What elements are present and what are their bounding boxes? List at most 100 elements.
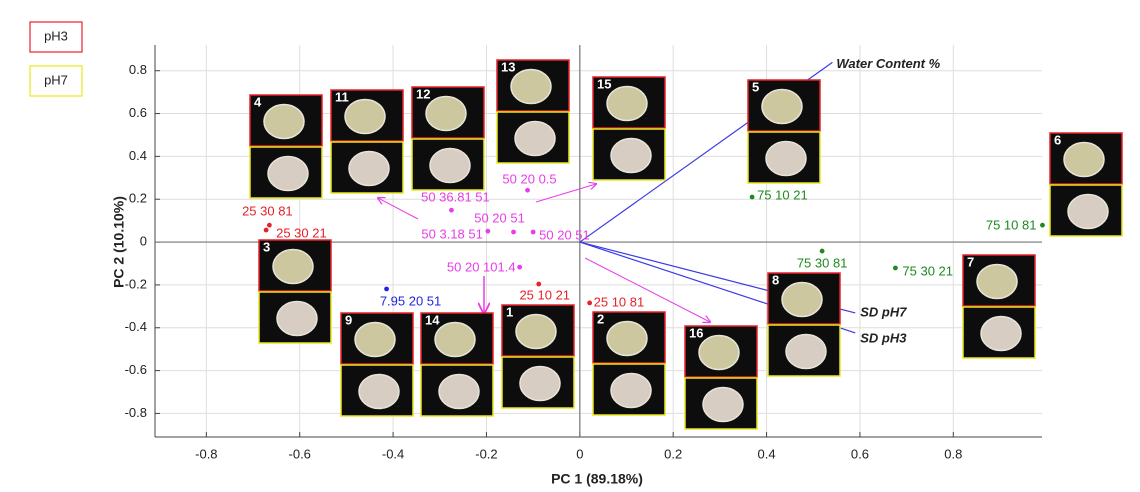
sample-blob — [349, 152, 389, 186]
sample-blob — [607, 322, 647, 356]
vector-label: SD pH7 — [860, 304, 907, 319]
thumbnail-number: 14 — [425, 312, 440, 327]
thumbnail-pair: 9 — [341, 312, 413, 416]
sample-blob — [435, 323, 475, 357]
thumbnail-number: 8 — [772, 272, 779, 287]
thumbnail-pair: 3 — [259, 239, 331, 343]
thumbnail-number: 7 — [967, 254, 974, 269]
point-label: 25 10 81 — [594, 294, 645, 309]
sample-blob — [268, 157, 308, 191]
thumbnail-number: 16 — [689, 325, 703, 340]
arrow — [378, 198, 418, 219]
point — [264, 228, 269, 233]
thumbnail-pair: 11 — [331, 89, 403, 193]
point-label: 75 30 81 — [797, 256, 848, 271]
y-tick-label: 0 — [140, 234, 147, 249]
sample-blob — [786, 335, 826, 369]
y-tick-label: 0.8 — [129, 62, 147, 77]
point-label: 75 10 81 — [986, 218, 1037, 233]
thumbnail-pair: 16 — [685, 325, 757, 429]
point-label: 50 20 51 — [474, 210, 525, 225]
thumbnail-pair: 14 — [421, 312, 493, 416]
x-tick-label: -0.4 — [382, 446, 404, 461]
x-tick-label: 0.2 — [664, 446, 682, 461]
thumbnail-number: 9 — [345, 312, 352, 327]
sample-blob — [782, 283, 822, 317]
x-tick-label: -0.6 — [289, 446, 311, 461]
y-tick-label: -0.8 — [125, 405, 147, 420]
sample-blob — [981, 317, 1021, 351]
point — [384, 287, 389, 292]
thumbnail-pair: 6 — [1050, 132, 1122, 236]
sample-blob — [277, 302, 317, 336]
point-label: 50 20 51 — [539, 227, 590, 242]
thumbnail-number: 5 — [752, 79, 759, 94]
sample-blob — [977, 265, 1017, 299]
point-label: 75 30 21 — [902, 263, 953, 278]
point — [536, 282, 541, 287]
thumbnail-number: 6 — [1054, 132, 1061, 147]
point — [587, 301, 592, 306]
thumbnail-pair: 15 — [593, 76, 665, 180]
sample-blob — [762, 90, 802, 124]
point — [750, 195, 755, 200]
point — [485, 229, 490, 234]
sample-blob — [264, 105, 304, 139]
sample-blob — [511, 70, 551, 104]
x-tick-label: -0.2 — [475, 446, 497, 461]
legend-label: pH3 — [44, 28, 68, 43]
sample-blob — [766, 142, 806, 176]
point-label: 7.95 20 51 — [380, 293, 441, 308]
sample-blob — [699, 336, 739, 370]
sample-blob — [1064, 143, 1104, 177]
thumbnail-number: 11 — [335, 89, 349, 104]
vector-label: SD pH3 — [860, 330, 907, 345]
y-axis-title: PC 2 (10.10%) — [111, 196, 127, 288]
sample-blob — [607, 87, 647, 121]
sample-blob — [611, 139, 651, 173]
point-label: 75 10 21 — [757, 188, 808, 203]
point — [267, 223, 272, 228]
sample-blob — [345, 100, 385, 134]
thumbnail-pair: 7 — [963, 254, 1035, 358]
point — [525, 188, 530, 193]
thumbnail-number: 13 — [501, 59, 515, 74]
thumbnail-pair: 1 — [502, 304, 574, 408]
thumbnail-pair: 8 — [768, 272, 840, 376]
sample-blob — [439, 375, 479, 409]
thumbnail-number: 2 — [597, 311, 604, 326]
thumbnail-pair: 2 — [593, 311, 665, 415]
sample-blob — [273, 250, 313, 284]
point — [893, 266, 898, 271]
sample-blob — [355, 323, 395, 357]
sample-blob — [611, 374, 651, 408]
point-label: 25 10 21 — [519, 287, 570, 302]
point-label: 25 30 21 — [276, 226, 327, 241]
page: {"chart_data": { "type": "scatter", "xla… — [0, 0, 1140, 492]
x-tick-label: 0.8 — [944, 446, 962, 461]
vector-label: Water Content % — [836, 56, 940, 71]
x-tick-label: 0.4 — [758, 446, 776, 461]
sample-blob — [515, 122, 555, 156]
thumbnail-number: 4 — [254, 94, 262, 109]
chart: -0.8-0.6-0.4-0.200.20.40.60.8-0.8-0.6-0.… — [0, 0, 1140, 492]
point-label: 50 3.18 51 — [421, 227, 482, 242]
sample-blob — [520, 367, 560, 401]
thumbnail-pair: 5 — [748, 79, 820, 183]
thumbnail-number: 1 — [506, 304, 513, 319]
point — [511, 230, 516, 235]
point-label: 25 30 81 — [242, 204, 293, 219]
y-tick-label: -0.2 — [125, 276, 147, 291]
point — [820, 249, 825, 254]
x-tick-label: 0 — [576, 446, 583, 461]
sample-blob — [1068, 195, 1108, 229]
sample-blob — [359, 375, 399, 409]
point — [1040, 223, 1045, 228]
sample-blob — [426, 97, 466, 131]
sample-blob — [516, 315, 556, 349]
thumbnail-number: 12 — [416, 86, 430, 101]
thumbnail-pair: 4 — [250, 94, 322, 198]
legend-label: pH7 — [44, 72, 68, 87]
y-tick-label: 0.6 — [129, 105, 147, 120]
